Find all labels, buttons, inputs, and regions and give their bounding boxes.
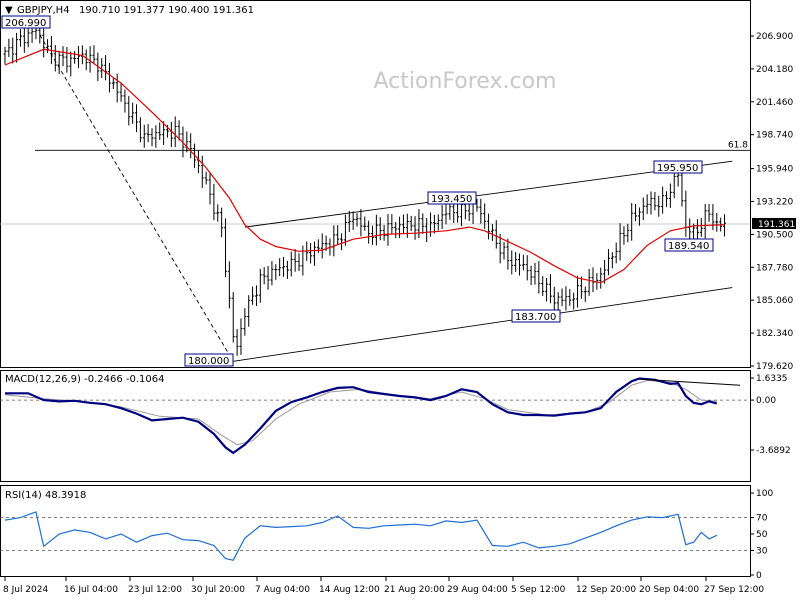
price-label: 183.700: [515, 312, 556, 323]
current-price-label: 191.361: [758, 220, 795, 230]
price-tick-label: 187.780: [756, 263, 793, 273]
price-tick-label: 204.180: [756, 65, 793, 75]
rsi-levels: [0, 517, 750, 551]
rsi-pane: [0, 485, 751, 577]
symbol-label: GBPJPY,H4: [17, 5, 70, 16]
price-annotations: 206.990 180.000 193.450 183.700 195.950 189.5…: [1, 15, 714, 367]
time-axis: 8 Jul 2024 16 Jul 04:00 23 Jul 12:00 30 Jul…: [3, 577, 764, 595]
rsi-tick-label: 0: [756, 571, 762, 581]
trend-lines: [39, 34, 733, 362]
macd-tick-label: -3.6892: [756, 446, 791, 456]
time-tick-label: 12 Sep 20:00: [576, 585, 636, 595]
price-label: 195.950: [657, 163, 698, 174]
price-tick-label: 206.900: [756, 32, 793, 42]
time-tick-label: 21 Aug 20:00: [384, 585, 445, 595]
price-fib-line: [0, 149, 750, 225]
collapse-arrow-icon[interactable]: ▼: [5, 5, 13, 16]
price-tick-label: 179.620: [756, 362, 793, 372]
price-label-box: [511, 309, 561, 323]
ohlc-values: 190.710 191.377 190.400 191.361: [79, 5, 254, 16]
decline-dashed-line: [39, 34, 234, 362]
current-price-marker: [752, 217, 796, 229]
price-label-box: [427, 191, 477, 205]
time-tick-label: 23 Jul 12:00: [128, 585, 182, 595]
rsi-tick-label: 70: [756, 514, 768, 524]
channel-lower-line: [233, 287, 733, 362]
time-tick-label: 20 Sep 04:00: [639, 585, 699, 595]
macd-tick-label: 1.6335: [756, 374, 788, 384]
macd-pane: [0, 370, 751, 482]
watermark: ActionForex.com: [374, 69, 557, 94]
time-tick-label: 29 Aug 04:00: [447, 585, 508, 595]
price-label-box: [1, 15, 51, 29]
rsi-title: RSI(14) 48.3918: [5, 490, 86, 501]
rsi-tick-label: 50: [756, 530, 768, 540]
macd-line: [5, 377, 718, 455]
time-tick-label: 14 Aug 12:00: [319, 585, 380, 595]
rsi-line: [4, 511, 718, 561]
rsi-axis: 100 70 50 30 0: [750, 489, 773, 581]
moving-average-line: [4, 48, 725, 284]
price-tick-label: 190.500: [756, 230, 793, 240]
fib-label: 61.8: [728, 140, 748, 150]
price-tick-label: 185.060: [756, 296, 793, 306]
time-tick-label: 30 Jul 20:00: [191, 585, 245, 595]
price-tick-label: 182.340: [756, 329, 793, 339]
macd-divergence-line: [639, 378, 741, 386]
time-tick-label: 5 Sep 12:00: [511, 585, 566, 595]
price-label: 193.450: [431, 194, 472, 205]
price-label: 180.000: [188, 356, 229, 367]
price-label: 189.540: [668, 241, 709, 252]
macd-tick-label: 0.00: [756, 396, 776, 406]
price-axis: 206.900 204.180 201.460 198.740 195.940 193.2…: [750, 32, 793, 372]
price-candles: [3, 20, 727, 356]
price-tick-label: 198.740: [756, 131, 793, 141]
macd-title: MACD(12,26,9) -0.2466 -0.1064: [5, 374, 165, 385]
rsi-tick-label: 30: [756, 546, 768, 556]
time-tick-label: 16 Jul 04:00: [64, 585, 118, 595]
price-tick-label: 195.940: [756, 165, 793, 175]
price-label: 206.990: [5, 18, 46, 29]
channel-upper-line: [244, 160, 733, 228]
price-tick-label: 201.460: [756, 98, 793, 108]
time-tick-label: 27 Sep 12:00: [704, 585, 764, 595]
rsi-tick-label: 100: [756, 489, 773, 499]
time-tick-label: 8 Jul 2024: [3, 585, 48, 595]
time-tick-label: 7 Aug 04:00: [255, 585, 310, 595]
price-pane: [0, 0, 751, 368]
price-label-box: [653, 160, 703, 174]
macd-axis: 1.6335 0.00 -3.6892: [750, 374, 791, 456]
price-label-box: [184, 353, 234, 367]
price-tick-label: 193.220: [756, 197, 793, 207]
price-label-box: [664, 238, 714, 252]
